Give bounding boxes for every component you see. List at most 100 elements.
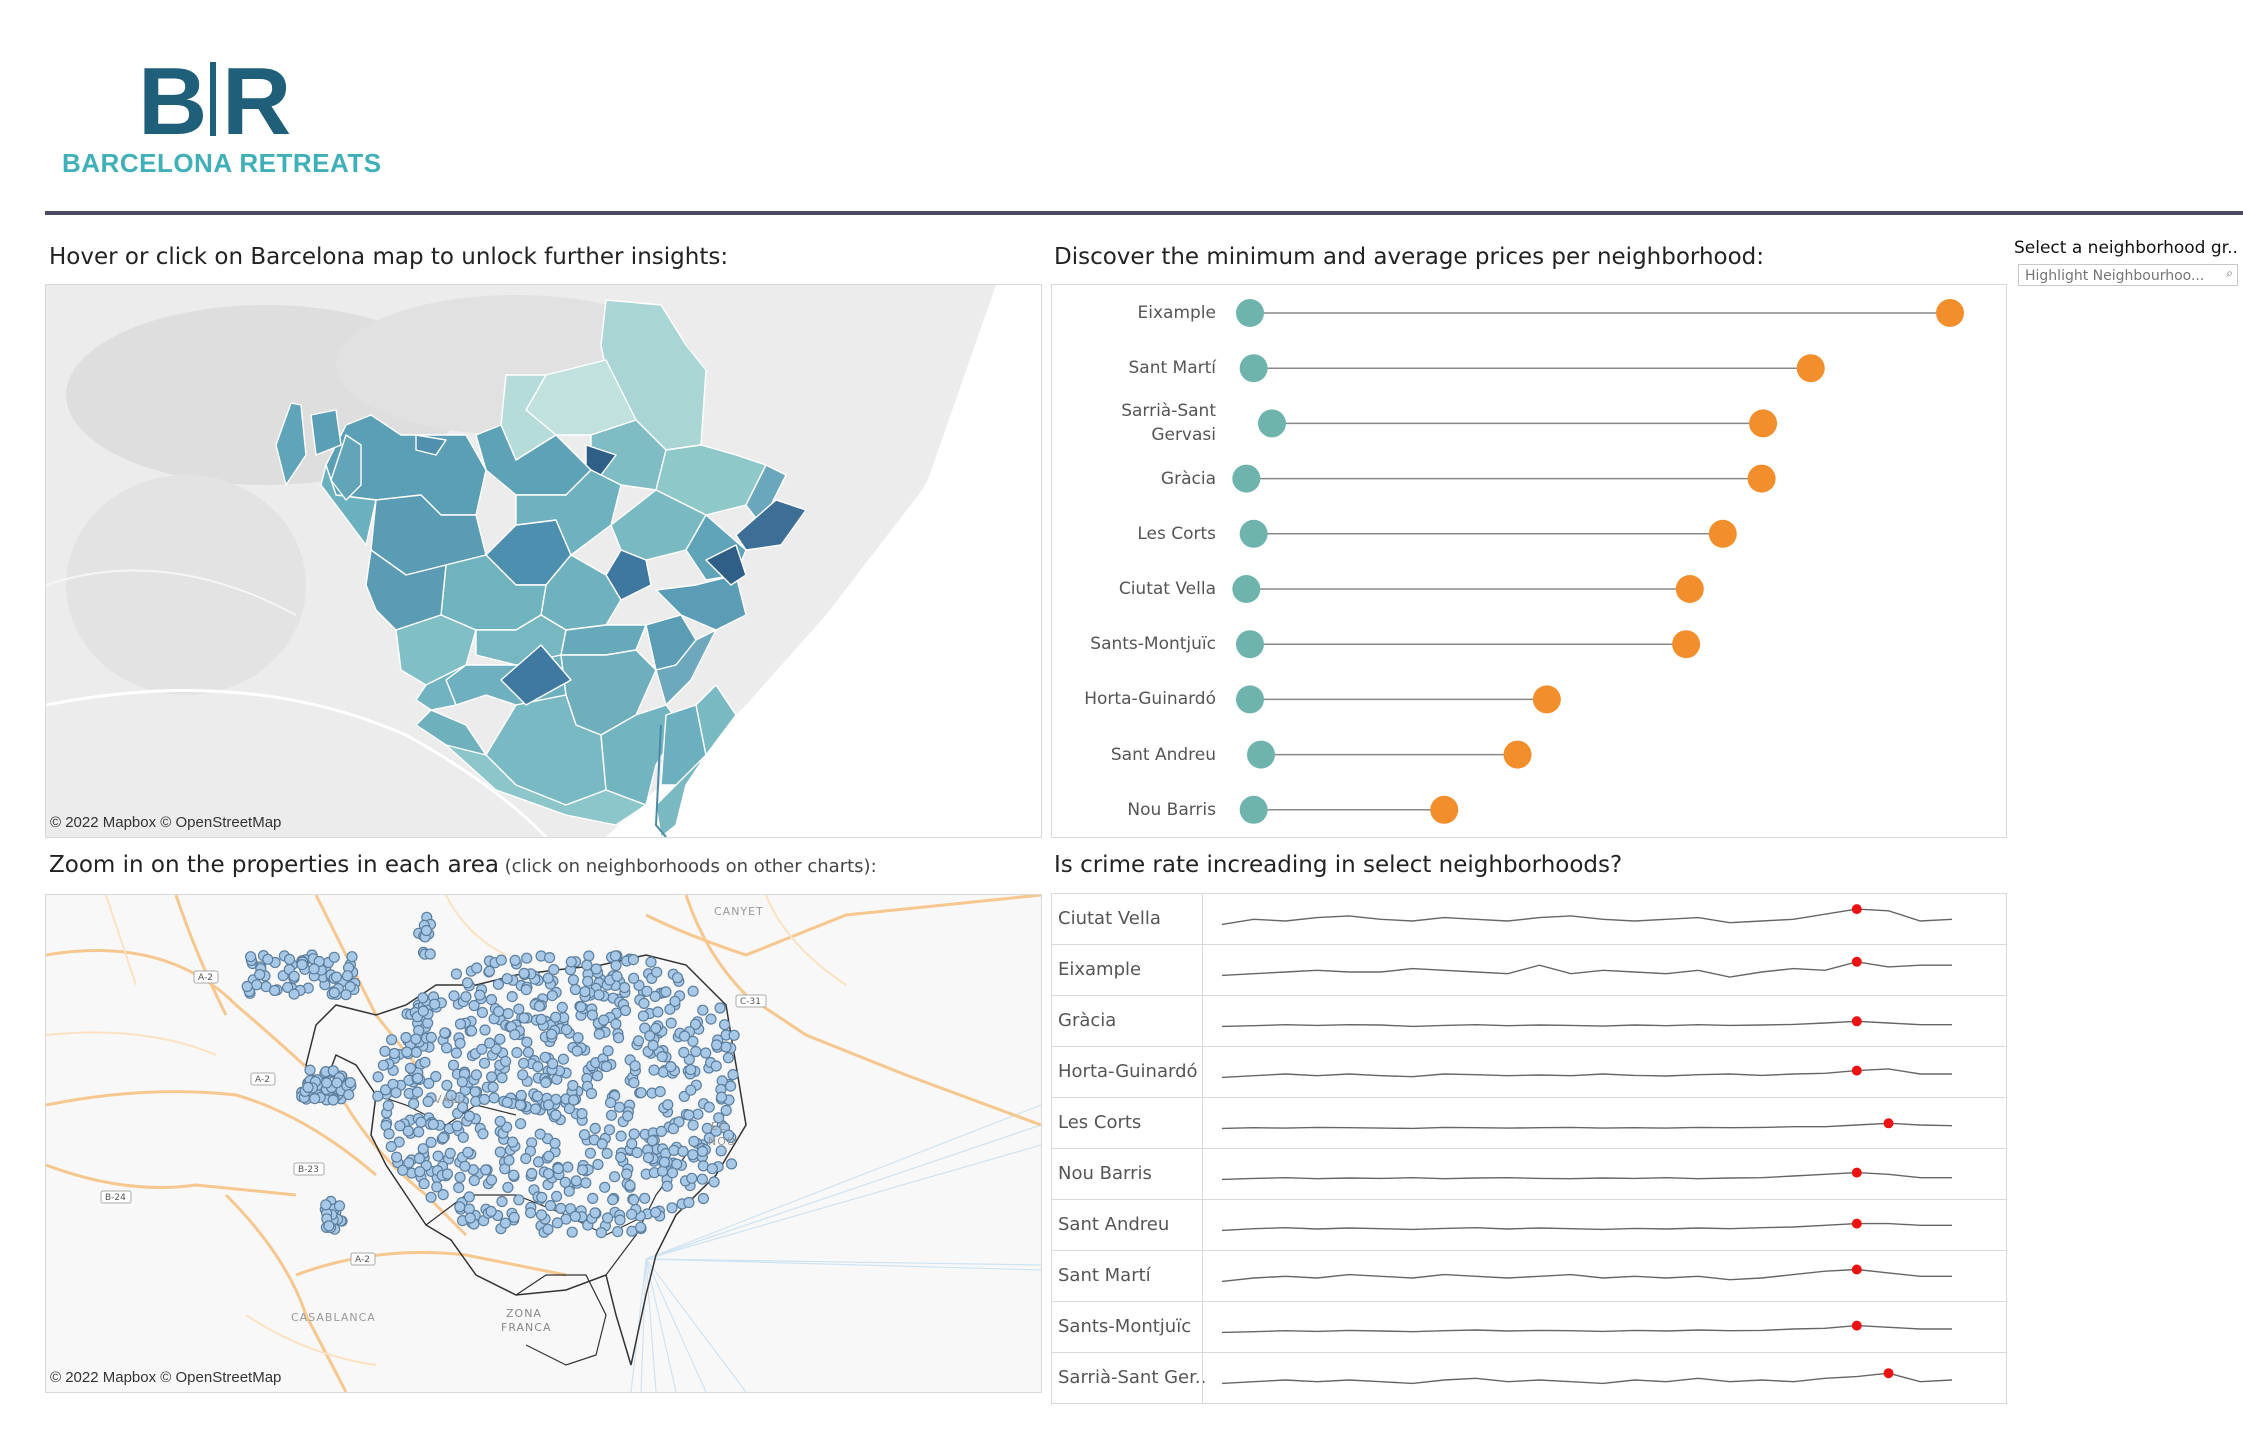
lollipop-row-label[interactable]: Les Corts bbox=[1137, 523, 1216, 544]
property-dot[interactable] bbox=[468, 1174, 480, 1187]
lollipop-chart[interactable]: Eixample Sant Martí Sarrià-Sant Gervasi Grà… bbox=[1051, 284, 2007, 838]
property-dot[interactable] bbox=[507, 1136, 519, 1148]
property-dot[interactable] bbox=[542, 1168, 555, 1180]
property-dot[interactable] bbox=[448, 990, 460, 1002]
lollipop-row-label[interactable]: Sants-Montjuïc bbox=[1090, 634, 1216, 655]
property-dot[interactable] bbox=[502, 1007, 514, 1020]
property-dot[interactable] bbox=[456, 1076, 468, 1088]
property-dot[interactable] bbox=[713, 1112, 725, 1124]
property-dot[interactable] bbox=[327, 1065, 339, 1077]
property-dot[interactable] bbox=[649, 990, 661, 1003]
property-dot[interactable] bbox=[518, 1012, 530, 1024]
property-dot[interactable] bbox=[425, 1191, 437, 1203]
crime-row[interactable]: Sant Andreu bbox=[1052, 1200, 2006, 1251]
crime-highlight-dot[interactable] bbox=[1851, 1016, 1862, 1027]
property-dot[interactable] bbox=[478, 1093, 490, 1105]
property-dot[interactable] bbox=[341, 970, 354, 982]
property-dot[interactable] bbox=[445, 1089, 457, 1101]
lollipop-min-dot[interactable] bbox=[1232, 575, 1261, 603]
property-dot[interactable] bbox=[423, 1077, 435, 1089]
property-dot[interactable] bbox=[388, 1047, 400, 1060]
property-dot[interactable] bbox=[413, 1126, 425, 1138]
property-dot[interactable] bbox=[629, 1060, 641, 1072]
property-dot[interactable] bbox=[420, 924, 432, 937]
neighborhood-filter-input[interactable] bbox=[2019, 267, 2215, 285]
property-dot[interactable] bbox=[666, 1202, 678, 1214]
property-dot[interactable] bbox=[715, 1145, 727, 1157]
property-dot[interactable] bbox=[586, 1009, 599, 1021]
property-dot[interactable] bbox=[560, 1024, 573, 1036]
property-dot[interactable] bbox=[485, 1205, 497, 1217]
property-dot[interactable] bbox=[500, 1055, 512, 1067]
property-dot[interactable] bbox=[513, 1194, 525, 1206]
property-dot[interactable] bbox=[641, 985, 653, 997]
choropleth-map[interactable]: © 2022 Mapbox © OpenStreetMap bbox=[45, 284, 1042, 838]
property-dot[interactable] bbox=[412, 1072, 424, 1084]
property-dot[interactable] bbox=[628, 1128, 640, 1140]
property-dot[interactable] bbox=[454, 1201, 466, 1213]
property-dot[interactable] bbox=[651, 966, 663, 978]
property-dot[interactable] bbox=[518, 967, 530, 980]
property-dot[interactable] bbox=[589, 1122, 601, 1134]
property-dot[interactable] bbox=[518, 1057, 530, 1069]
properties-map[interactable]: CANYET VALL ZONA FRANCA CASABLANCA NOU E… bbox=[45, 894, 1042, 1393]
crime-highlight-dot[interactable] bbox=[1851, 1065, 1862, 1076]
property-dot[interactable] bbox=[589, 1207, 601, 1219]
lollipop-avg-dot[interactable] bbox=[1503, 740, 1532, 769]
lollipop-avg-dot[interactable] bbox=[1747, 464, 1776, 493]
property-dot[interactable] bbox=[508, 1169, 520, 1181]
crime-row[interactable]: Ciutat Vella bbox=[1052, 894, 2006, 945]
property-dot[interactable] bbox=[708, 1176, 720, 1188]
property-dot[interactable] bbox=[611, 1226, 624, 1238]
property-dot[interactable] bbox=[461, 977, 474, 989]
property-dot[interactable] bbox=[575, 1001, 587, 1013]
property-dot[interactable] bbox=[494, 1115, 506, 1127]
property-dot[interactable] bbox=[652, 1006, 664, 1018]
lollipop-row-label[interactable]: Sarrià-Sant Gervasi bbox=[1121, 401, 1216, 446]
property-dot[interactable] bbox=[642, 1152, 655, 1164]
property-dot[interactable] bbox=[502, 1181, 514, 1193]
property-dot[interactable] bbox=[343, 1089, 355, 1101]
property-dot[interactable] bbox=[624, 1179, 636, 1191]
crime-highlight-dot[interactable] bbox=[1851, 1264, 1862, 1275]
property-dot[interactable] bbox=[521, 952, 533, 964]
property-dot[interactable] bbox=[533, 1000, 545, 1012]
property-dot[interactable] bbox=[631, 1147, 643, 1159]
lollipop-min-dot[interactable] bbox=[1235, 630, 1264, 659]
property-dot[interactable] bbox=[496, 1195, 508, 1208]
property-dot[interactable] bbox=[601, 1212, 614, 1224]
lollipop-avg-dot[interactable] bbox=[1708, 519, 1737, 548]
property-dot[interactable] bbox=[543, 1150, 555, 1162]
property-dot[interactable] bbox=[288, 988, 300, 1000]
property-dot[interactable] bbox=[627, 972, 640, 984]
property-dot[interactable] bbox=[547, 1058, 559, 1070]
property-dot[interactable] bbox=[320, 1199, 332, 1211]
lollipop-min-dot[interactable] bbox=[1257, 409, 1286, 438]
property-dot[interactable] bbox=[603, 1124, 616, 1136]
property-dot[interactable] bbox=[596, 1138, 608, 1150]
property-dot[interactable] bbox=[683, 1109, 695, 1121]
property-dot[interactable] bbox=[628, 1194, 640, 1206]
property-dot[interactable] bbox=[478, 1057, 491, 1069]
property-dot[interactable] bbox=[685, 1084, 697, 1096]
crime-sparkline[interactable] bbox=[1222, 1098, 1992, 1148]
property-dot[interactable] bbox=[610, 1018, 622, 1030]
property-dot[interactable] bbox=[410, 1033, 422, 1045]
lollipop-min-dot[interactable] bbox=[1239, 354, 1268, 383]
property-dot[interactable] bbox=[542, 1223, 554, 1235]
property-dot[interactable] bbox=[550, 1093, 562, 1105]
crime-sparkline[interactable] bbox=[1222, 1302, 1992, 1352]
lollipop-row-label[interactable]: Sant Martí bbox=[1128, 358, 1216, 379]
property-dot[interactable] bbox=[540, 1077, 552, 1089]
property-dot[interactable] bbox=[687, 985, 699, 997]
lollipop-row-label[interactable]: Ciutat Vella bbox=[1118, 579, 1216, 599]
property-dot[interactable] bbox=[417, 992, 429, 1004]
property-dot[interactable] bbox=[625, 1208, 638, 1220]
property-dot[interactable] bbox=[511, 1047, 523, 1059]
property-dot[interactable] bbox=[534, 1128, 546, 1140]
property-dot[interactable] bbox=[454, 1037, 466, 1049]
property-dot[interactable] bbox=[328, 986, 340, 999]
property-dot[interactable] bbox=[605, 1109, 618, 1121]
property-dot[interactable] bbox=[304, 1064, 316, 1076]
property-dot[interactable] bbox=[327, 1094, 339, 1106]
